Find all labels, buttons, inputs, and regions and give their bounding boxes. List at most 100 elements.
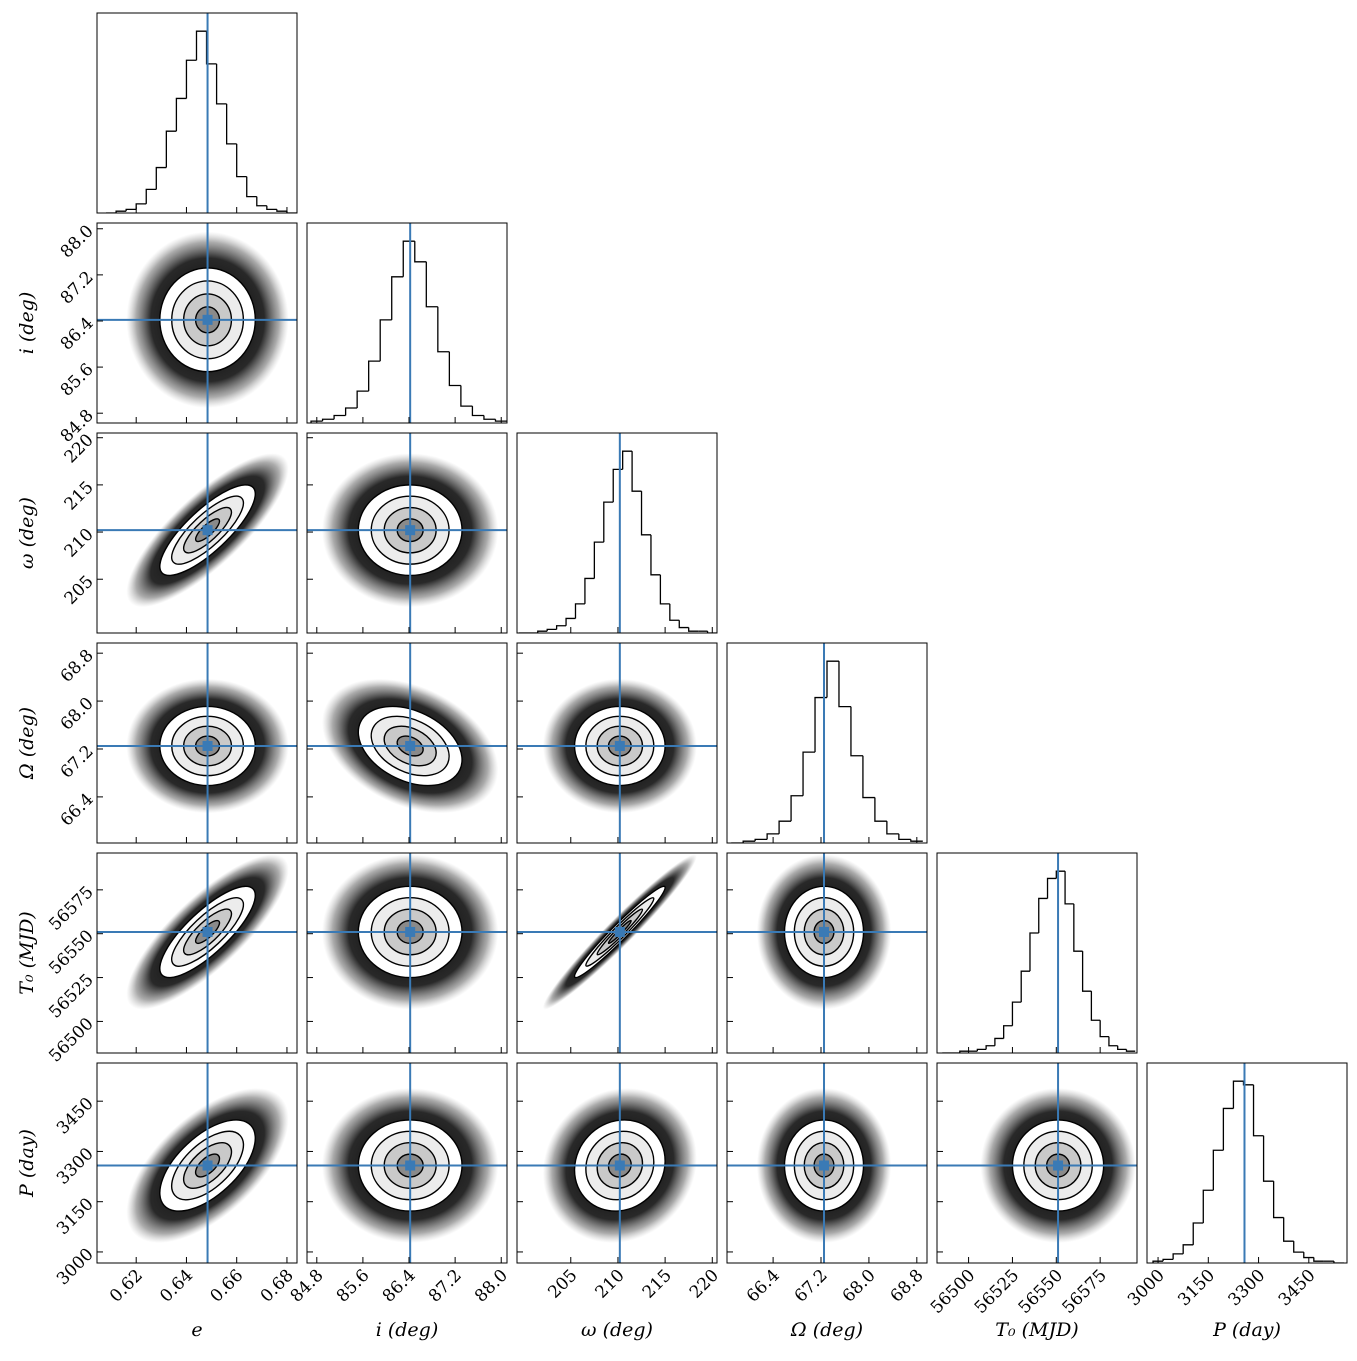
x-tick-label: 3450: [1275, 1266, 1320, 1311]
x-axis-label: P (day): [1212, 1319, 1281, 1341]
x-tick-label: 56500: [927, 1266, 979, 1318]
panel: [1152, 1063, 1344, 1263]
histogram-bin: [778, 820, 792, 834]
histogram-bin: [494, 419, 507, 422]
x-tick-label: 210: [592, 1266, 629, 1303]
histogram-bin: [135, 203, 147, 210]
y-tick-label: 3300: [53, 1144, 98, 1189]
x-tick-label: 67.2: [791, 1266, 832, 1307]
histogram-bin: [546, 628, 557, 632]
histogram-bin: [195, 30, 207, 61]
histogram-bin: [1162, 1258, 1174, 1262]
histogram-bin: [754, 838, 768, 842]
histogram-bin: [1262, 1135, 1274, 1182]
y-tick-label: 68.8: [57, 646, 98, 687]
panel-frame: [96, 852, 298, 1054]
histogram-bin: [802, 751, 816, 796]
truth-point: [405, 740, 416, 751]
histogram-bin: [1202, 1189, 1214, 1223]
histogram-bin: [706, 631, 717, 633]
histogram-bin: [603, 501, 614, 543]
panel: [307, 1063, 507, 1263]
histogram-bin: [1003, 1025, 1013, 1039]
histogram-bin: [215, 63, 227, 105]
panel-frame: [516, 642, 718, 844]
histogram-bin: [593, 541, 604, 579]
x-tick-label: 3150: [1174, 1266, 1219, 1311]
histogram-bin: [640, 491, 651, 536]
histogram-bin: [1152, 1260, 1164, 1263]
panel: [307, 643, 507, 843]
histogram-bin: [1055, 870, 1066, 879]
histogram-bin: [165, 130, 177, 168]
truth-point: [202, 314, 213, 325]
histogram-bin: [1064, 871, 1074, 905]
y-tick-label: 56550: [45, 926, 97, 978]
panel: [937, 1063, 1137, 1263]
truth-point: [819, 1160, 830, 1171]
histogram-bin: [437, 306, 450, 353]
histogram-bin: [631, 451, 642, 492]
truth-point: [405, 926, 416, 937]
histogram-bin: [612, 468, 623, 503]
histogram-bin: [850, 706, 863, 757]
x-axis-label: T₀ (MJD): [995, 1319, 1078, 1341]
x-axis-label: Ω (deg): [790, 1319, 863, 1341]
histogram-bin: [862, 755, 875, 799]
histogram-bin: [659, 574, 670, 605]
histogram-bin: [225, 103, 237, 145]
histogram-bin: [368, 360, 381, 392]
panel-frame: [96, 1062, 298, 1264]
histogram-bin: [1303, 1252, 1314, 1259]
panel: [517, 643, 717, 843]
histogram-bin: [276, 209, 287, 212]
x-tick-label: 88.0: [471, 1266, 512, 1307]
histogram-bin: [391, 276, 404, 320]
y-tick-label: 86.4: [57, 314, 98, 355]
histogram-bin: [115, 210, 127, 213]
histogram-bin: [874, 797, 887, 822]
histogram-bin: [1242, 1081, 1254, 1086]
histogram-bin: [537, 630, 548, 633]
histogram-bin: [838, 661, 851, 708]
histogram-bin: [1182, 1244, 1194, 1254]
x-tick-label: 0.62: [106, 1266, 147, 1307]
y-tick-label: 56575: [45, 882, 97, 934]
truth-point: [202, 525, 213, 536]
histogram-bin: [898, 833, 911, 841]
x-tick-label: 220: [686, 1266, 723, 1303]
histogram-bin: [1293, 1241, 1304, 1253]
histogram-bin: [460, 385, 473, 407]
panel: [942, 853, 1136, 1053]
histogram-bin: [1172, 1253, 1184, 1260]
histogram-bin: [1192, 1222, 1204, 1245]
y-axis-label: ω (deg): [16, 497, 38, 569]
histogram-bin: [886, 821, 899, 835]
panel-frame: [936, 1062, 1138, 1264]
x-tick-label: 68.0: [839, 1266, 880, 1307]
histogram-bin: [565, 617, 576, 626]
truth-point: [202, 740, 213, 751]
histogram-bin: [1046, 877, 1057, 899]
histogram-bin: [814, 696, 827, 753]
panel: [97, 853, 297, 1053]
x-tick-label: 87.2: [425, 1266, 466, 1307]
panel: [517, 1063, 717, 1263]
panel-frame: [516, 1062, 718, 1264]
panel-frame: [516, 852, 718, 1054]
histogram-bin: [669, 603, 680, 621]
histogram-bin: [1011, 1001, 1022, 1026]
histogram-bin: [310, 420, 323, 423]
panel-frame: [726, 642, 928, 844]
histogram-bin: [1090, 991, 1101, 1021]
x-tick-label: 3000: [1124, 1266, 1169, 1311]
histogram-bin: [256, 196, 267, 207]
x-tick-label: 56550: [1015, 1266, 1067, 1318]
y-tick-label: 3450: [53, 1094, 98, 1139]
histogram-bin: [175, 97, 187, 132]
panel-frame: [96, 432, 298, 634]
panel: [518, 433, 717, 633]
histogram-bin: [344, 407, 358, 416]
panel-frame: [306, 1062, 508, 1264]
